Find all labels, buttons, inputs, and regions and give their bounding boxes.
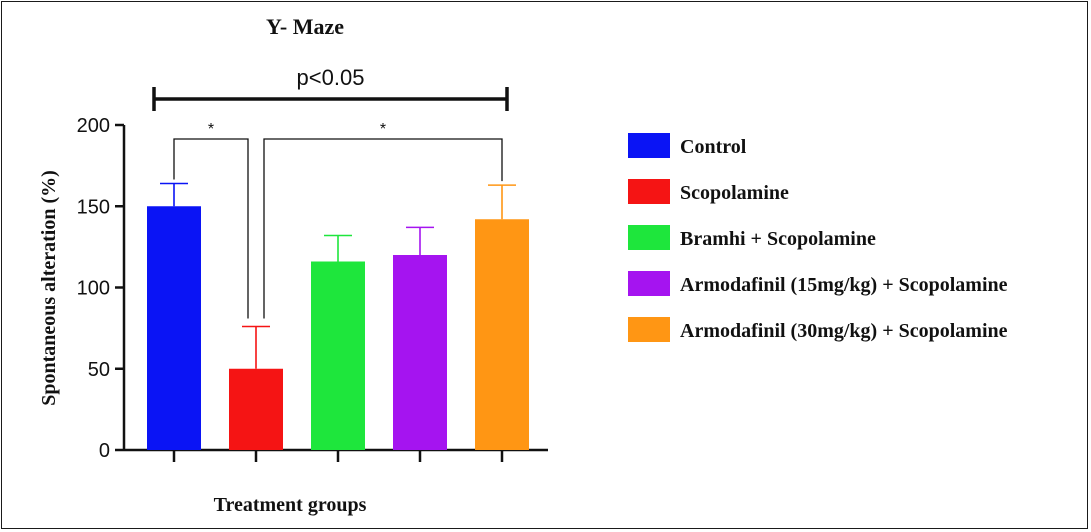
bar [229, 368, 283, 450]
chart-title: Y- Maze [266, 14, 344, 39]
legend-label: Armodafinil (30mg/kg) + Scopolamine [680, 320, 1008, 342]
plot-area: 0 50 100 150 200 [77, 115, 548, 462]
star-label-1: * [208, 121, 214, 138]
star-label-2: * [380, 121, 386, 138]
legend-swatch [628, 271, 670, 296]
y-tick-label: 100 [77, 278, 110, 300]
legend-label: Scopolamine [680, 182, 789, 204]
overall-significance-label: p<0.05 [297, 65, 365, 90]
y-axis-label: Spontaneous alteration (%) [38, 170, 60, 406]
legend-label: Control [680, 136, 747, 158]
legend-swatch [628, 225, 670, 250]
legend-swatch [628, 317, 670, 342]
legend-label: Armodafinil (15mg/kg) + Scopolamine [680, 274, 1008, 296]
legend-swatch [628, 133, 670, 158]
legend: Control Scopolamine Bramhi + Scopolamine Ar… [628, 133, 1008, 342]
y-tick-label: 50 [88, 359, 110, 381]
y-tick-label: 0 [99, 440, 110, 462]
legend-label: Bramhi + Scopolamine [680, 228, 876, 250]
bar [311, 261, 365, 450]
bracket-control-scopolamine [173, 138, 249, 319]
y-tick-label: 150 [77, 196, 110, 218]
legend-swatch [628, 179, 670, 204]
x-axis-label: Treatment groups [214, 494, 367, 516]
bar [147, 206, 201, 450]
bar [393, 255, 447, 450]
bar [475, 219, 529, 450]
y-tick-label: 200 [77, 115, 110, 137]
bracket-scopolamine-armodafinil30 [263, 138, 503, 319]
significance-annotations: p<0.05 * * [152, 65, 509, 319]
